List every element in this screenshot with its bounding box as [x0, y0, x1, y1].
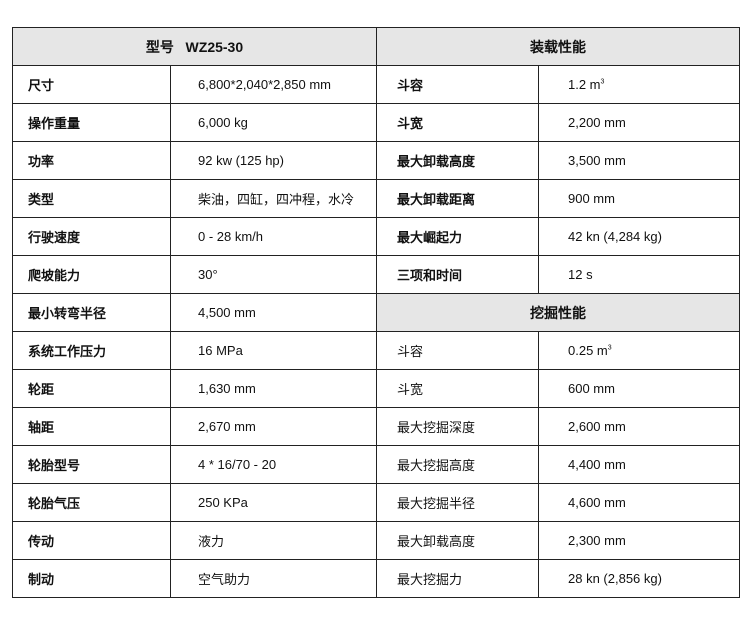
spec-value: 6,000 kg [170, 103, 377, 142]
loading-label: 最大崛起力 [376, 217, 539, 256]
digging-value: 0.25 m3 [538, 331, 740, 370]
spec-label: 轮胎气压 [12, 483, 171, 522]
spec-value: 6,800*2,040*2,850 mm [170, 65, 377, 104]
spec-value: 空气助力 [170, 559, 377, 598]
value-text: 2,300 mm [568, 533, 626, 548]
spec-row: 爬坡能力 30° 三项和时间 12 s [12, 255, 740, 294]
digging-label: 斗宽 [376, 369, 539, 408]
digging-value: 2,300 mm [538, 521, 740, 560]
digging-label: 最大挖掘高度 [376, 445, 539, 484]
digging-label: 最大挖掘深度 [376, 407, 539, 446]
loading-label: 最大卸载高度 [376, 141, 539, 180]
loading-label: 斗宽 [376, 103, 539, 142]
value-text: 600 mm [568, 381, 615, 396]
superscript: 3 [607, 344, 612, 352]
spec-value: 4,500 mm [170, 293, 377, 332]
spec-row: 类型 柴油，四缸，四冲程，水冷 最大卸载距离 900 mm [12, 179, 740, 218]
spec-label: 类型 [12, 179, 171, 218]
spec-row: 轮胎气压 250 KPa 最大挖掘半径 4,600 mm [12, 483, 740, 522]
spec-row: 轮距 1,630 mm 斗宽 600 mm [12, 369, 740, 408]
spec-row: 制动 空气助力 最大挖掘力 28 kn (2,856 kg) [12, 559, 740, 598]
value-text: 4,400 mm [568, 457, 626, 472]
loading-header: 装载性能 [376, 27, 740, 66]
value-text: 4,600 mm [568, 495, 626, 510]
value-text: 2,600 mm [568, 419, 626, 434]
value-text: 1.2 m [568, 77, 601, 92]
loading-value: 42 kn (4,284 kg) [538, 217, 740, 256]
spec-label: 轮距 [12, 369, 171, 408]
spec-label: 最小转弯半径 [12, 293, 171, 332]
digging-label: 最大挖掘力 [376, 559, 539, 598]
spec-row: 操作重量 6,000 kg 斗宽 2,200 mm [12, 103, 740, 142]
model-value: WZ25-30 [185, 38, 244, 55]
value-text: 12 s [568, 267, 593, 282]
loading-value: 900 mm [538, 179, 740, 218]
spec-row: 轮胎型号 4 * 16/70 - 20 最大挖掘高度 4,400 mm [12, 445, 740, 484]
spec-value: 30° [170, 255, 377, 294]
spec-label: 轴距 [12, 407, 171, 446]
spec-row: 行驶速度 0 - 28 km/h 最大崛起力 42 kn (4,284 kg) [12, 217, 740, 256]
digging-value: 2,600 mm [538, 407, 740, 446]
spec-row: 最小转弯半径 4,500 mm 挖掘性能 [12, 293, 740, 332]
spec-value: 92 kw (125 hp) [170, 141, 377, 180]
value-text: 3,500 mm [568, 153, 626, 168]
loading-value: 2,200 mm [538, 103, 740, 142]
spec-value: 2,670 mm [170, 407, 377, 446]
digging-label: 最大卸载高度 [376, 521, 539, 560]
spec-label: 操作重量 [12, 103, 171, 142]
digging-label: 斗容 [376, 331, 539, 370]
header-row: 型号 WZ25-30 装载性能 [12, 27, 740, 66]
loading-label: 三项和时间 [376, 255, 539, 294]
spec-value: 250 KPa [170, 483, 377, 522]
superscript: 3 [600, 78, 605, 86]
spec-value: 0 - 28 km/h [170, 217, 377, 256]
spec-table: 型号 WZ25-30 装载性能 尺寸 6,800*2,040*2,850 mm 斗容… [12, 27, 740, 598]
spec-value: 液力 [170, 521, 377, 560]
value-text: 42 kn (4,284 kg) [568, 229, 662, 244]
spec-label: 功率 [12, 141, 171, 180]
spec-label: 行驶速度 [12, 217, 171, 256]
value-text: 900 mm [568, 191, 615, 206]
spec-label: 爬坡能力 [12, 255, 171, 294]
spec-row: 系统工作压力 16 MPa 斗容 0.25 m3 [12, 331, 740, 370]
spec-label: 尺寸 [12, 65, 171, 104]
spec-value: 16 MPa [170, 331, 377, 370]
digging-label: 最大挖掘半径 [376, 483, 539, 522]
spec-label: 轮胎型号 [12, 445, 171, 484]
spec-label: 传动 [12, 521, 171, 560]
loading-label: 最大卸载距离 [376, 179, 539, 218]
spec-value: 1,630 mm [170, 369, 377, 408]
digging-value: 4,600 mm [538, 483, 740, 522]
spec-label: 制动 [12, 559, 171, 598]
value-text: 2,200 mm [568, 115, 626, 130]
loading-label: 斗容 [376, 65, 539, 104]
digging-header: 挖掘性能 [376, 293, 740, 332]
spec-label: 系统工作压力 [12, 331, 171, 370]
spec-row: 传动 液力 最大卸载高度 2,300 mm [12, 521, 740, 560]
value-text: 28 kn (2,856 kg) [568, 571, 662, 586]
spec-row: 轴距 2,670 mm 最大挖掘深度 2,600 mm [12, 407, 740, 446]
loading-value: 12 s [538, 255, 740, 294]
loading-value: 3,500 mm [538, 141, 740, 180]
value-text: 0.25 m [568, 343, 608, 358]
spec-value: 柴油，四缸，四冲程，水冷 [170, 179, 377, 218]
model-label: 型号 [145, 38, 174, 55]
loading-value: 1.2 m3 [538, 65, 740, 104]
digging-value: 4,400 mm [538, 445, 740, 484]
model-header: 型号 WZ25-30 [12, 27, 377, 66]
digging-value: 28 kn (2,856 kg) [538, 559, 740, 598]
spec-row: 功率 92 kw (125 hp) 最大卸载高度 3,500 mm [12, 141, 740, 180]
spec-row: 尺寸 6,800*2,040*2,850 mm 斗容 1.2 m3 [12, 65, 740, 104]
digging-value: 600 mm [538, 369, 740, 408]
spec-value: 4 * 16/70 - 20 [170, 445, 377, 484]
